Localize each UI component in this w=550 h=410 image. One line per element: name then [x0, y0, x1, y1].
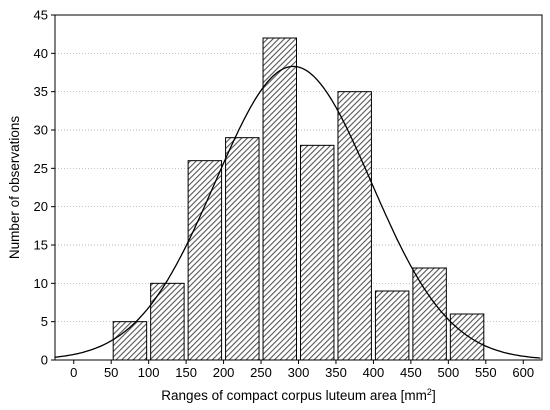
- histogram-bar: [187, 160, 223, 361]
- normal-fit-curve: [54, 65, 541, 359]
- x-tick-label: 100: [138, 365, 160, 380]
- bars: [112, 37, 485, 361]
- histogram-bar: [412, 267, 447, 361]
- fit-curve: [54, 65, 541, 359]
- y-tick-label: 5: [41, 314, 48, 329]
- x-tick-label: 50: [104, 365, 118, 380]
- x-tick-label: 200: [213, 365, 235, 380]
- y-axis-ticks: 0 5 10 15 20 25 30 35 40 45: [34, 8, 55, 368]
- grid-lines: [55, 52, 542, 323]
- histogram-bar: [374, 290, 410, 361]
- y-tick-label: 25: [34, 161, 48, 176]
- y-tick-label: 30: [34, 123, 48, 138]
- histogram-bar: [300, 144, 335, 361]
- histogram-bar: [262, 37, 297, 361]
- x-tick-label: 150: [175, 365, 197, 380]
- x-tick-label: 250: [250, 365, 272, 380]
- y-axis-title: Number of observations: [7, 116, 22, 260]
- y-tick-label: 40: [34, 46, 48, 61]
- x-tick-label: 550: [475, 365, 497, 380]
- histogram-bar: [150, 282, 185, 361]
- y-tick-label: 0: [41, 353, 48, 368]
- y-tick-label: 15: [34, 238, 48, 253]
- y-tick-label: 45: [34, 8, 48, 23]
- x-tick-label: 300: [288, 365, 310, 380]
- x-tick-label: 450: [400, 365, 422, 380]
- y-tick-label: 10: [34, 276, 48, 291]
- x-tick-label: 0: [70, 365, 77, 380]
- histogram-bar: [225, 137, 260, 361]
- y-tick-label: 35: [34, 84, 48, 99]
- x-axis-ticks: 0 50 100 150 200 250 300 350 400 450 500 550 600: [70, 360, 534, 380]
- histogram-bar: [337, 91, 372, 361]
- y-tick-label: 20: [34, 199, 48, 214]
- x-tick-label: 500: [437, 365, 459, 380]
- histogram-bar: [449, 313, 485, 361]
- x-axis-title: Ranges of compact corpus luteum area [mm…: [161, 387, 435, 403]
- x-tick-label: 350: [325, 365, 347, 380]
- x-tick-label: 600: [512, 365, 534, 380]
- x-tick-label: 400: [363, 365, 385, 380]
